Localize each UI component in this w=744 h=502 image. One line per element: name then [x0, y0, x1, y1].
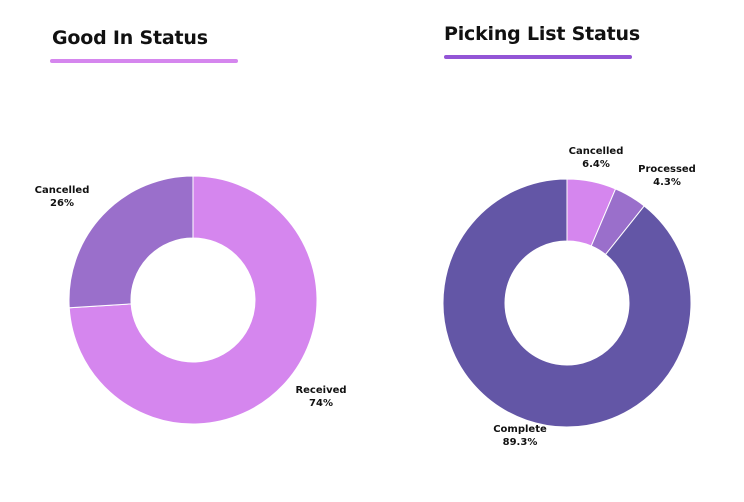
picking-list-status-donut: Cancelled 6.4% Processed 4.3% Complete 89.3%: [442, 146, 696, 448]
chart-title: Picking List Status: [444, 23, 640, 45]
slice-complete: [442, 178, 692, 428]
slice-cancelled: [68, 175, 194, 309]
slice-value-processed: 4.3%: [653, 177, 681, 188]
good-in-status-panel: Good In Status Received 74% Cancelled 26%: [35, 27, 347, 425]
slice-label-processed: Processed: [638, 164, 696, 175]
slice-value-cancelled: 6.4%: [582, 159, 610, 170]
chart-title: Good In Status: [52, 27, 208, 49]
slice-value-received: 74%: [309, 398, 333, 409]
slice-value-complete: 89.3%: [503, 437, 538, 448]
donut-hole: [131, 238, 255, 362]
slice-label-received: Received: [295, 385, 346, 396]
slice-label-cancelled: Cancelled: [569, 146, 624, 157]
slice-label-cancelled: Cancelled: [35, 185, 90, 196]
donut-hole: [505, 241, 629, 365]
title-underline: [444, 55, 632, 59]
slice-label-complete: Complete: [493, 424, 547, 435]
good-in-status-donut: Received 74% Cancelled 26%: [35, 175, 347, 425]
title-underline: [50, 59, 238, 63]
picking-list-status-panel: Picking List Status Cancelled 6.4% Process…: [372, 0, 744, 502]
slice-value-cancelled: 26%: [50, 198, 74, 209]
